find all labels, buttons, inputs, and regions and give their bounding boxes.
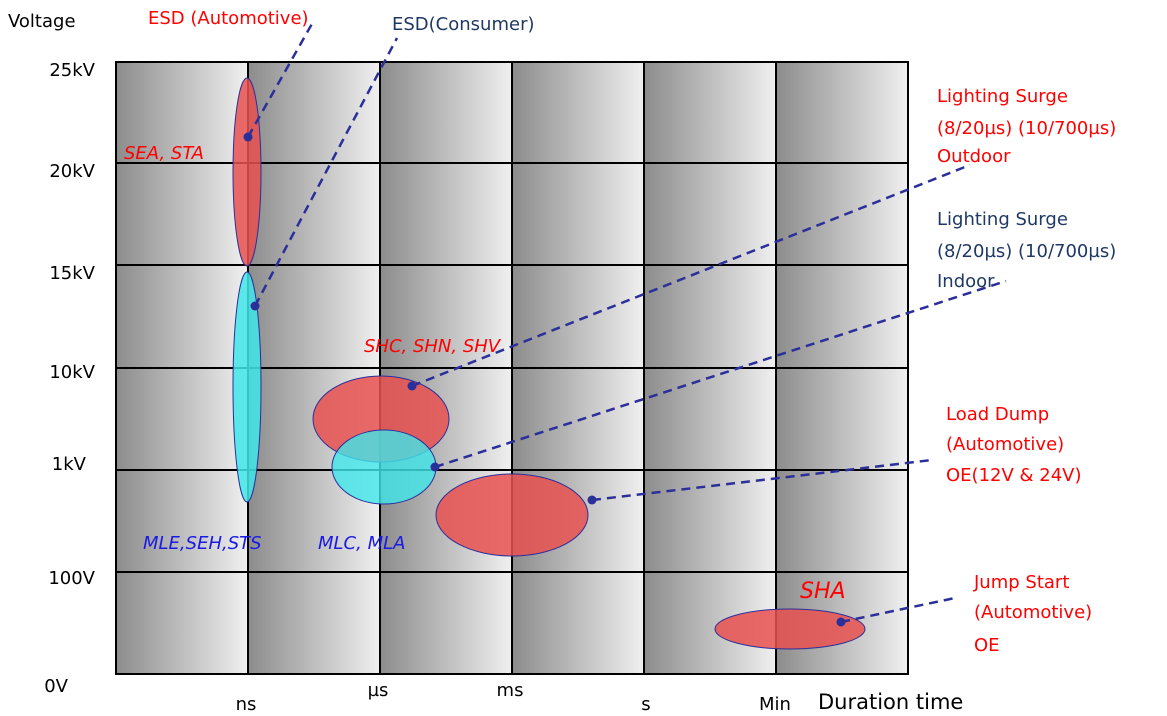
leader-dot	[407, 381, 417, 391]
mle-seh-sts-label: MLE,SEH,STS	[143, 533, 262, 554]
label-line: Lighting Surge	[937, 209, 1068, 230]
regions	[232, 77, 866, 650]
esd-consumer-region	[232, 271, 262, 503]
label-line: (8/20µs) (10/700µs)	[937, 241, 1116, 262]
label-line: (Automotive)	[946, 434, 1064, 455]
label-line: Jump Start	[973, 572, 1069, 593]
y-tick-label: 1kV	[52, 454, 87, 475]
leader-dot	[243, 132, 253, 142]
leader-line	[434, 279, 1007, 469]
plot-border	[115, 61, 909, 675]
x-axis-title: Duration time	[818, 690, 963, 714]
shc-shn-shv-label: SHC, SHN, SHV	[364, 336, 502, 357]
mlc-mla-label: MLC, MLA	[318, 533, 405, 554]
x-tick-label: Min	[759, 694, 791, 715]
esd-automotive-region	[232, 77, 262, 267]
surge-indoor-region	[331, 429, 437, 505]
label-line: OE(12V & 24V)	[946, 465, 1082, 486]
x-tick-label: s	[641, 694, 650, 715]
label-line: Load Dump	[946, 404, 1049, 425]
leader-dot	[250, 301, 260, 311]
x-tick-label: µs	[368, 680, 389, 701]
label-line: Outdoor	[937, 146, 1011, 167]
surge-outdoor-label: Lighting Surge (8/20µs) (10/700µs) Outdo…	[937, 86, 1116, 167]
load-dump-region	[435, 473, 589, 557]
leader-dot	[430, 462, 440, 472]
y-tick-label: 15kV	[49, 263, 95, 284]
y-tick-label: 25kV	[49, 60, 95, 81]
x-tick-label: ms	[497, 680, 524, 701]
y-tick-label: 100V	[48, 568, 95, 589]
leader-dot	[836, 617, 846, 627]
label-line: Lighting Surge	[937, 86, 1068, 107]
y-tick-label: 0V	[44, 676, 68, 697]
load-dump-label: Load Dump (Automotive) OE(12V & 24V)	[946, 404, 1082, 486]
leader-line	[253, 37, 399, 307]
esd-consumer-label: ESD(Consumer)	[392, 14, 535, 35]
esd-automotive-label: ESD (Automotive)	[148, 8, 309, 29]
surge-indoor-label: Lighting Surge (8/20µs) (10/700µs) Indoo…	[937, 209, 1116, 292]
leader-dots	[243, 132, 846, 627]
x-tick-label: ns	[236, 694, 257, 715]
leader-line	[411, 163, 971, 388]
x-ticks: ns µs ms s Min	[236, 680, 791, 715]
label-line: OE	[974, 635, 1000, 656]
jump-start-region	[714, 608, 866, 650]
leader-line	[840, 596, 956, 624]
y-ticks: 25kV 20kV 15kV 10kV 1kV 100V 0V	[44, 60, 95, 697]
y-axis-title: Voltage	[8, 11, 76, 32]
label-line: (Automotive)	[974, 602, 1092, 623]
leader-line	[591, 458, 933, 502]
leader-line	[246, 21, 315, 138]
y-tick-label: 10kV	[49, 362, 95, 383]
jump-start-label: Jump Start (Automotive) OE	[973, 572, 1092, 656]
label-line: Indoor	[937, 271, 995, 292]
sha-label: SHA	[800, 579, 846, 604]
sea-sta-label: SEA, STA	[124, 143, 204, 164]
leader-dot	[587, 495, 597, 505]
label-line: (8/20µs) (10/700µs)	[937, 118, 1116, 139]
y-tick-label: 20kV	[49, 161, 95, 182]
leader-lines	[246, 21, 1007, 624]
